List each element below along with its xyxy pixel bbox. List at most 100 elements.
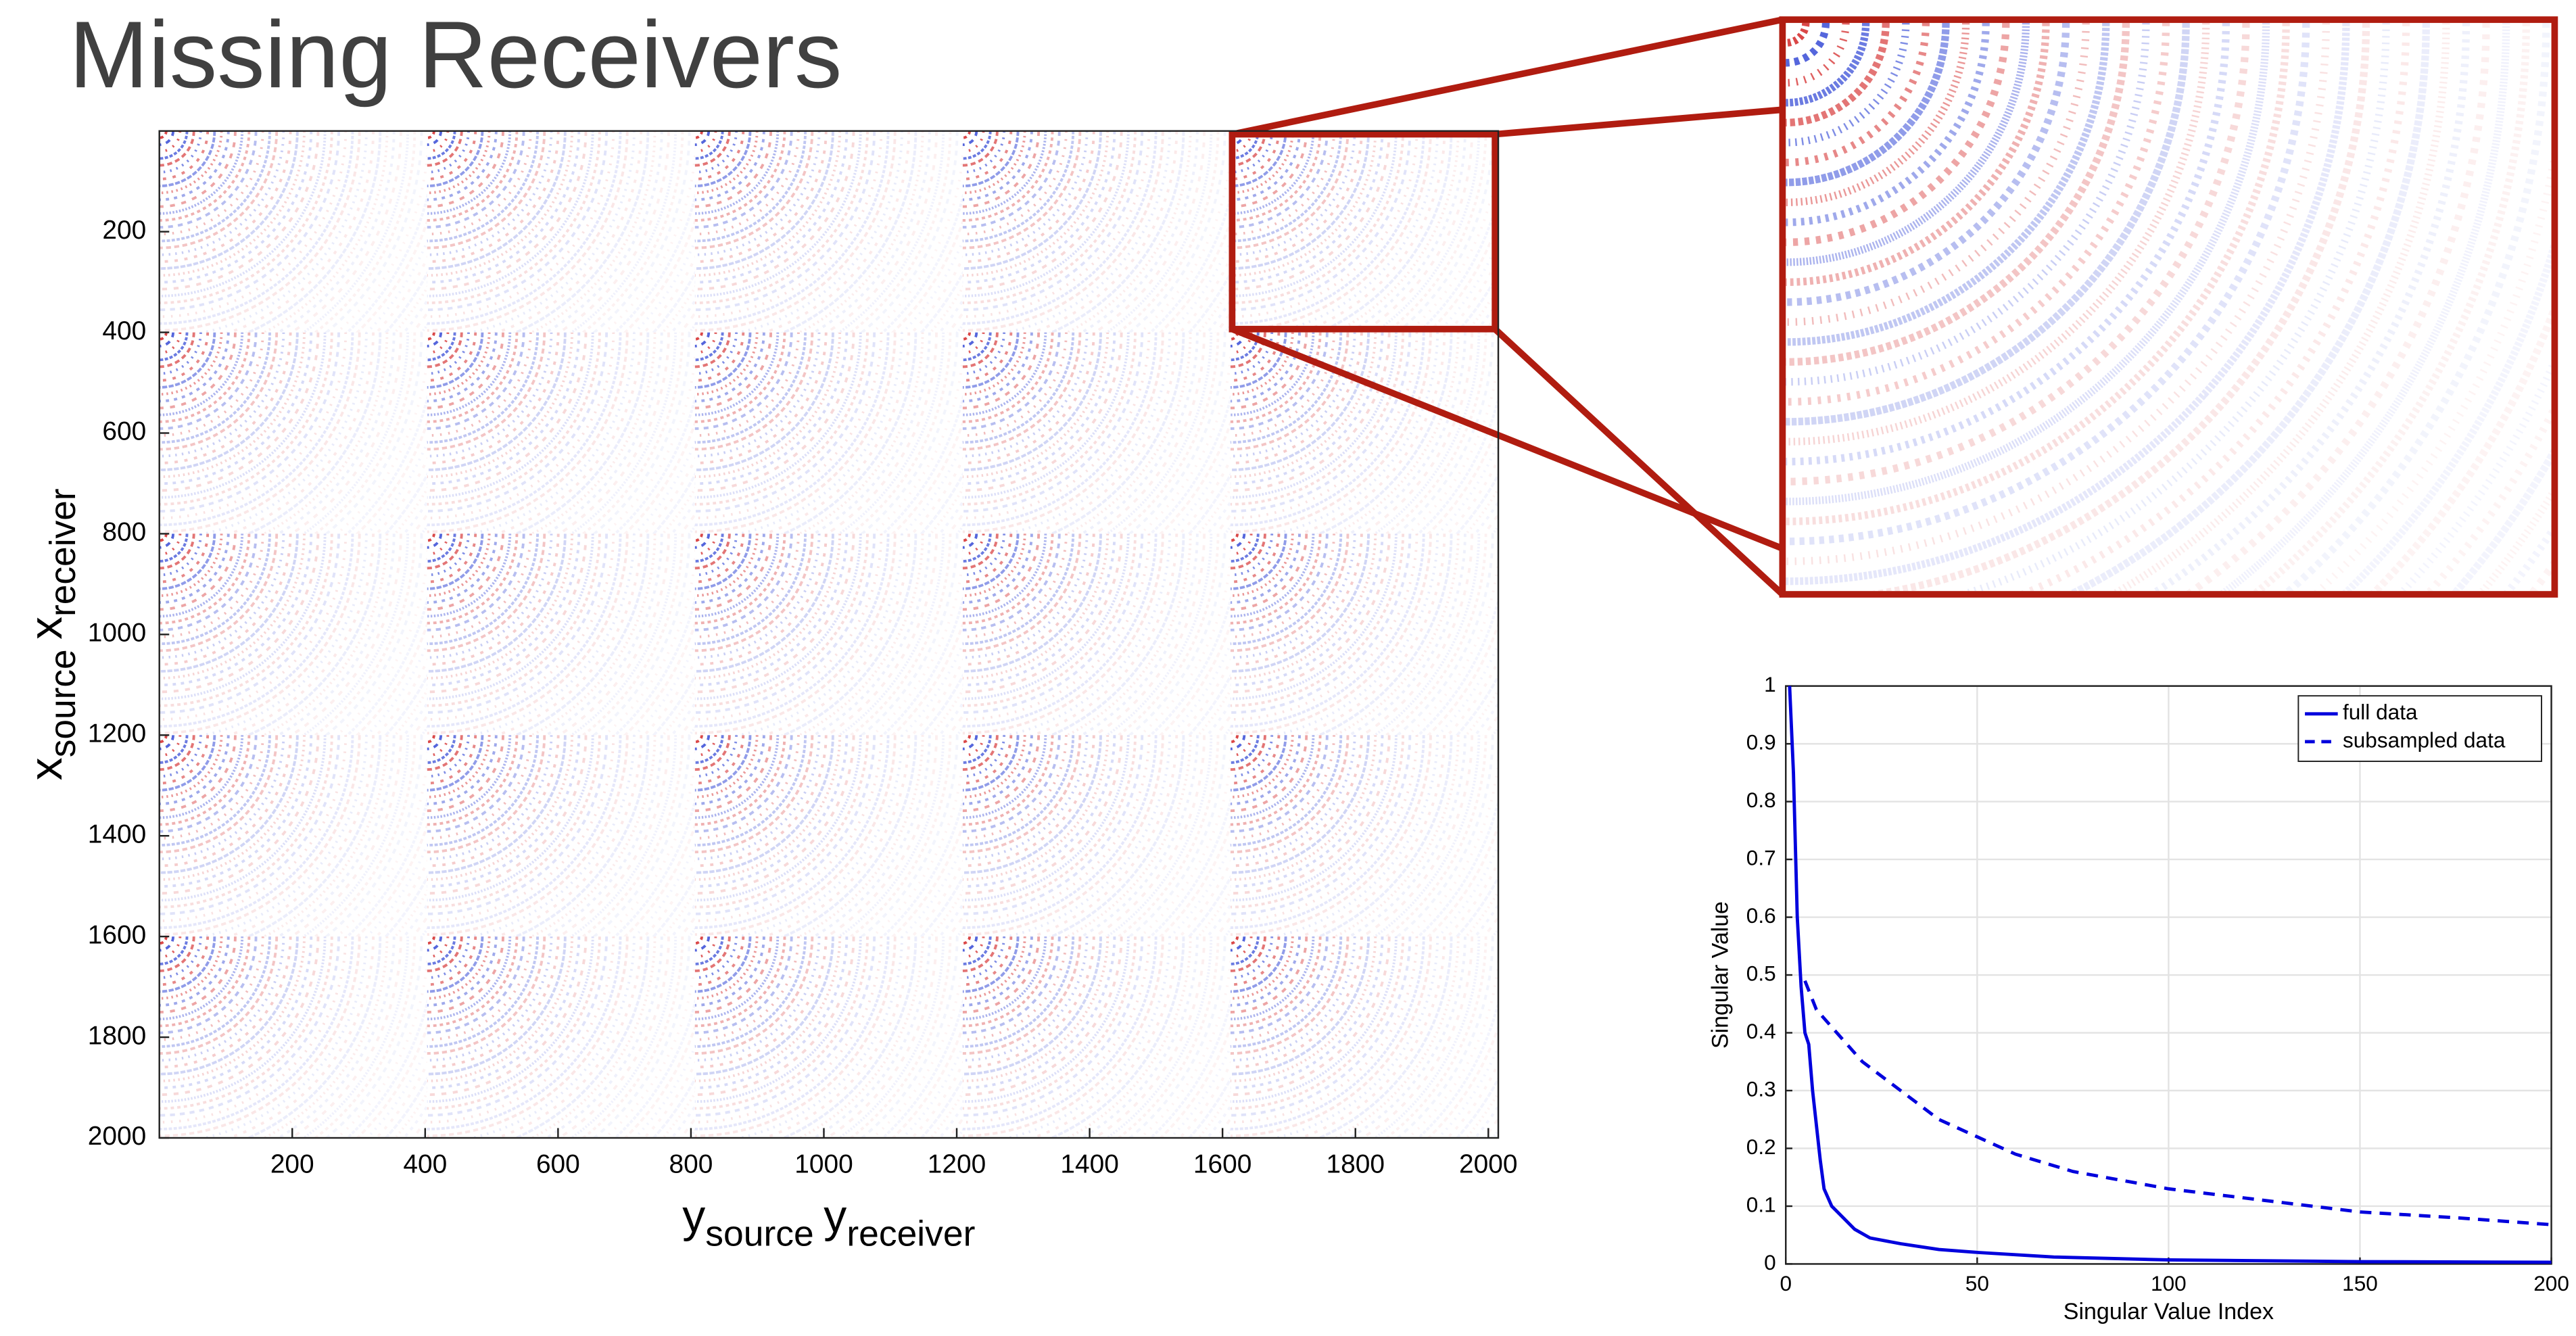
wavefront — [427, 735, 622, 929]
wavefront — [245, 332, 382, 534]
wavefront — [159, 936, 340, 1117]
x-tick-label: 400 — [403, 1149, 447, 1178]
wavefront — [837, 343, 1623, 1127]
legend-label: full data — [2343, 700, 2418, 724]
label-base: x — [21, 617, 72, 640]
y-tick-label: 0.8 — [1746, 788, 1776, 812]
x-tick-label: 1400 — [1060, 1149, 1118, 1178]
x-tick-label: 1800 — [1326, 1149, 1384, 1178]
wavefront — [1105, 735, 1213, 937]
wavefront — [962, 332, 1068, 437]
wavefront — [694, 936, 800, 1041]
tile — [694, 533, 963, 736]
x-tick-label: 200 — [2533, 1271, 2569, 1295]
wavefront — [1048, 533, 1185, 736]
label-subscript: receiver — [846, 1214, 975, 1254]
wavefront — [870, 533, 963, 736]
y-tick-label: 0.3 — [1746, 1076, 1776, 1101]
wavefront — [694, 533, 724, 563]
y-tick-label: 0.6 — [1746, 903, 1776, 928]
wavefront — [694, 332, 800, 437]
wavefront — [962, 735, 1137, 909]
wavefront — [159, 332, 340, 512]
wavefront — [694, 936, 869, 1110]
wavefront — [837, 936, 945, 1138]
y-tick-label: 1400 — [88, 820, 146, 849]
wavefront — [694, 332, 724, 362]
wavefront — [1230, 735, 1425, 929]
legend-box — [2297, 695, 2542, 762]
zoom-box — [1229, 130, 1499, 333]
x-tick-label: 200 — [270, 1149, 314, 1178]
wavefront — [1105, 936, 1213, 1138]
wavefront — [694, 735, 738, 778]
wavefront — [670, 500, 695, 534]
wavefront — [928, 486, 963, 534]
wavefront — [1105, 533, 1213, 736]
wavefront — [694, 735, 800, 840]
y-tick-label: 1800 — [88, 1021, 146, 1050]
wavefront — [245, 936, 382, 1138]
zoom-connector — [1492, 327, 1785, 597]
wavefront — [962, 332, 1020, 389]
label-base: y — [824, 1191, 846, 1242]
wavefront — [962, 332, 1137, 506]
wavefront — [27, 135, 828, 933]
wavefront — [427, 735, 539, 846]
x-tick-label: 100 — [2151, 1271, 2187, 1295]
x-tick-label: 800 — [669, 1149, 713, 1178]
wavefront — [645, 0, 2576, 1160]
wavefront — [694, 936, 752, 993]
series-line — [1803, 980, 2552, 1226]
wavefront — [427, 936, 629, 1137]
wavefront — [962, 735, 1075, 846]
wavefront — [938, 500, 963, 534]
wavefront — [1105, 332, 1213, 534]
wavefront — [427, 735, 629, 936]
wavefront — [569, 735, 677, 937]
y-tick-label: 1000 — [88, 619, 146, 648]
y-tick-label: 1200 — [88, 719, 146, 748]
wavefront — [837, 544, 1623, 1328]
wavefront — [694, 735, 897, 936]
wavefront — [962, 533, 1137, 707]
wavefront — [962, 533, 1068, 638]
label-subscript: receiver — [43, 489, 83, 617]
wavefront — [962, 533, 1020, 590]
series-line — [1788, 686, 2552, 1264]
tile — [694, 735, 963, 937]
wavefront — [694, 533, 800, 638]
wavefront — [859, 533, 959, 736]
y-tick-label: 0.7 — [1746, 845, 1776, 869]
tile — [824, 0, 1638, 738]
wavefront — [694, 332, 897, 533]
wavefront — [602, 332, 695, 534]
wavefront — [625, 0, 2576, 1180]
x-tick-label: 1200 — [928, 1149, 986, 1178]
tile — [159, 332, 427, 534]
wavefront — [1048, 332, 1185, 534]
y-tick-label: 1 — [1764, 672, 1776, 696]
y-tick-label: 1600 — [88, 920, 146, 949]
wavefront — [962, 332, 1075, 444]
wavefront — [694, 332, 890, 527]
wavefront — [824, 0, 1638, 738]
wavefront — [2477, 487, 2552, 592]
wavefront — [427, 332, 629, 533]
wavefront — [694, 332, 752, 389]
tile — [625, 0, 2576, 1180]
wavefront — [765, 0, 2576, 1040]
wavefront — [745, 0, 2576, 1060]
x-axis-label: Singular Value Index — [2064, 1299, 2274, 1325]
wavefront — [962, 735, 1068, 840]
wavefront — [837, 735, 945, 937]
wavefront — [665, 0, 2576, 1140]
wavefront — [962, 936, 1137, 1110]
wavefront — [1048, 936, 1185, 1138]
wavefront — [694, 936, 724, 965]
label-base: x — [21, 757, 72, 780]
y-tick-label: 0.9 — [1746, 730, 1776, 754]
wavefront — [694, 533, 738, 577]
